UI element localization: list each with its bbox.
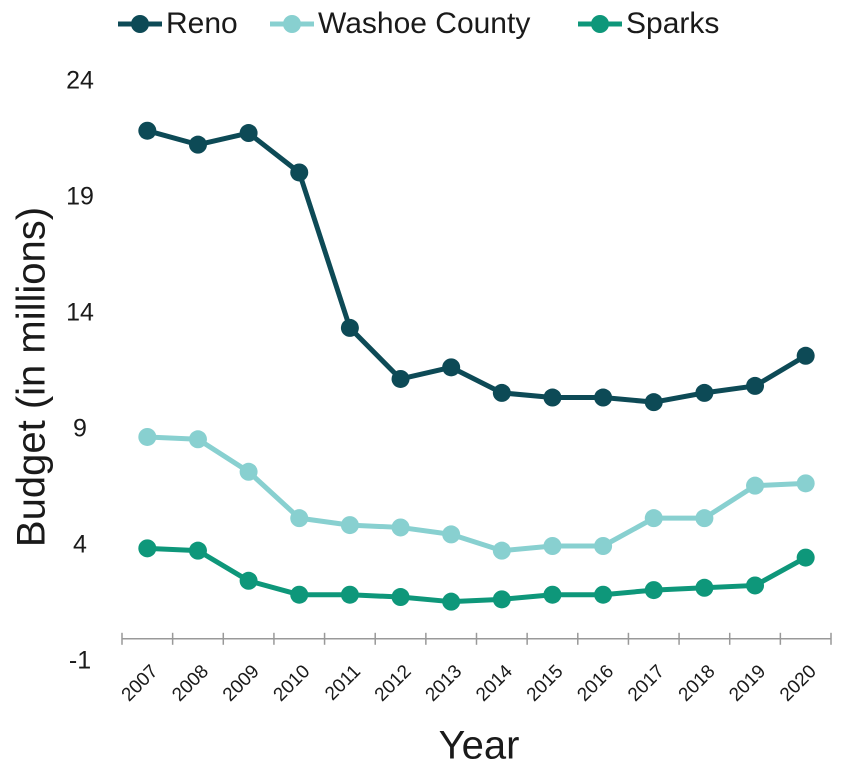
data-point [796, 548, 815, 567]
series-line [146, 128, 807, 405]
data-point [796, 346, 815, 365]
y-axis-title: Budget (in millions) [10, 207, 54, 547]
legend-marker [131, 15, 149, 33]
data-point [796, 474, 815, 493]
legend-label: Reno [166, 7, 238, 40]
legend-label: Washoe County [318, 7, 530, 40]
x-tick-label: 2020 [776, 661, 821, 706]
data-point [644, 581, 663, 600]
data-point [391, 518, 410, 537]
data-point [746, 376, 765, 395]
data-point [239, 571, 258, 590]
x-tick-label: 2007 [118, 661, 163, 706]
data-point [138, 539, 157, 558]
data-point [594, 537, 613, 555]
y-tick-label: -1 [69, 647, 91, 675]
data-point [543, 537, 562, 555]
data-point [340, 318, 359, 337]
data-point [695, 578, 714, 597]
data-point [594, 585, 613, 604]
y-tick-label: 4 [73, 531, 87, 559]
data-point [138, 427, 157, 446]
x-tick-label: 2013 [422, 661, 467, 706]
x-tick-label: 2011 [321, 661, 365, 705]
data-point [492, 383, 511, 402]
x-tick-label: 2012 [371, 661, 416, 706]
data-point [746, 476, 765, 495]
legend-label: Sparks [626, 7, 719, 40]
data-point [391, 588, 410, 607]
data-point [290, 509, 309, 528]
legend-marker [283, 15, 301, 33]
x-tick-label: 2014 [472, 661, 517, 706]
data-point [188, 541, 207, 560]
y-tick-label: 14 [66, 299, 94, 327]
x-axis-title: Year [439, 724, 520, 768]
data-point [492, 541, 511, 560]
y-tick-label: 9 [73, 415, 87, 443]
x-tick-label: 2008 [168, 661, 213, 706]
data-point [492, 590, 511, 609]
y-tick-label: 19 [66, 183, 94, 211]
data-point [340, 585, 359, 604]
x-tick-label: 2015 [523, 661, 568, 706]
data-point [239, 462, 258, 481]
legend-marker [591, 15, 609, 33]
data-point [188, 430, 207, 449]
data-point [594, 388, 613, 407]
data-point [290, 585, 309, 604]
data-point [188, 135, 207, 154]
data-point [644, 393, 663, 412]
y-tick-label: 24 [66, 67, 94, 95]
data-point [290, 163, 309, 182]
x-tick-label: 2010 [270, 661, 315, 706]
x-tick-label: 2017 [624, 661, 669, 706]
data-point [695, 383, 714, 402]
data-point [442, 358, 461, 377]
x-tick-label: 2016 [573, 661, 618, 706]
x-tick-label: 2018 [675, 661, 720, 706]
data-point [644, 509, 663, 528]
data-point [138, 121, 157, 140]
x-tick-label: 2019 [725, 661, 770, 706]
data-point [442, 525, 461, 544]
data-point [543, 585, 562, 604]
data-point [239, 124, 258, 143]
data-point [695, 509, 714, 528]
series-line [147, 434, 806, 554]
x-tick-label: 2009 [219, 661, 264, 706]
data-point [442, 592, 461, 611]
data-point [340, 516, 359, 535]
data-point [391, 369, 410, 388]
data-point [746, 576, 765, 595]
data-point [543, 388, 562, 407]
